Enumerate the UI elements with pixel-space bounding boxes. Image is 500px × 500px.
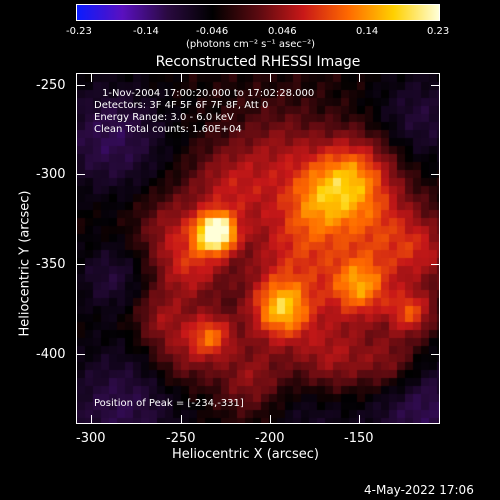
x-major-tick [181,74,182,82]
x-axis-label: Heliocentric X (arcsec) [172,447,319,462]
x-major-tick [91,415,92,423]
rhessi-image [77,74,439,423]
x-major-tick [359,415,360,423]
y-major-tick [431,264,439,265]
y-tick-label: -400 [36,347,66,362]
y-major-tick [431,174,439,175]
x-tick-label: -300 [76,431,106,446]
colorbar-units: (photons cm⁻² s⁻¹ asec⁻²) [186,39,316,50]
peak-position-text: Position of Peak = [-234,-331] [94,398,244,409]
x-tick-label: -150 [344,431,374,446]
x-major-tick [181,415,182,423]
colorbar-tick-label: -0.14 [133,26,159,37]
clean-text: Clean Total counts: 1.60E+04 [94,124,242,135]
plot-frame [76,73,440,424]
colorbar-tick-label: 0.046 [268,26,297,37]
y-major-tick [431,354,439,355]
y-tick-label: -300 [36,167,66,182]
x-major-tick [270,74,271,82]
y-major-tick [77,264,85,265]
x-major-tick [359,74,360,82]
y-major-tick [431,85,439,86]
energy-range-text: Energy Range: 3.0 - 6.0 keV [94,112,234,123]
detectors-text: Detectors: 3F 4F 5F 6F 7F 8F, Att 0 [94,100,269,111]
colorbar-tick-label: -0.046 [196,26,229,37]
colorbar-tick-label: 0.23 [427,26,450,37]
x-major-tick [270,415,271,423]
colorbar-tick-label: 0.14 [356,26,379,37]
y-tick-label: -350 [36,257,66,272]
y-major-tick [77,354,85,355]
colorbar [76,4,440,21]
y-axis-label: Heliocentric Y (arcsec) [17,190,33,337]
colorbar-tick-label: -0.23 [66,26,92,37]
y-tick-label: -250 [36,78,66,93]
x-tick-label: -200 [255,431,285,446]
y-major-tick [77,174,85,175]
y-major-tick [77,85,85,86]
footer-date: 4-May-2022 17:06 [364,483,474,497]
x-tick-label: -250 [166,431,196,446]
x-major-tick [91,74,92,82]
plot-title: Reconstructed RHESSI Image [155,54,361,70]
time-range-text: 1-Nov-2004 17:00:20.000 to 17:02:28.000 [102,88,315,99]
